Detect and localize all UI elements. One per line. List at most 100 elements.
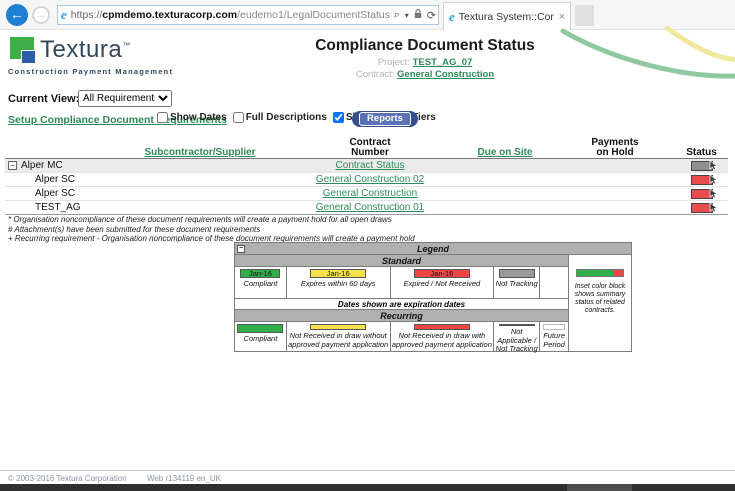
project-link[interactable]: TEST_AG_07 — [412, 57, 473, 68]
ie-logo-icon: e — [61, 7, 67, 22]
status-icon[interactable] — [690, 201, 718, 213]
footnote: + Recurring requirement - Organisation n… — [8, 234, 415, 243]
contract-link[interactable]: General Construction — [322, 188, 418, 199]
legend-header: − Legend — [235, 243, 631, 255]
version-text: Web r134119 en_UK — [146, 474, 221, 483]
url-path: /eudemo1/LegalDocumentStatus.psp?project… — [237, 9, 432, 21]
refresh-icon[interactable]: ⟳ — [426, 9, 436, 22]
trademark-symbol: ™ — [122, 41, 131, 50]
legend-chip-yellow: Jan-16 — [310, 269, 367, 278]
legend-cell: Not Received in draw with approved payme… — [391, 322, 495, 351]
full-descriptions-checkbox[interactable]: Full Descriptions — [232, 112, 327, 123]
reports-button[interactable]: Reports — [352, 111, 418, 127]
legend-recurring-header: Recurring — [235, 310, 568, 322]
back-button[interactable]: ← — [6, 4, 28, 26]
address-bar[interactable]: e https://cpmdemo.texturacorp.com/eudemo… — [57, 5, 439, 25]
page-title: Compliance Document Status — [315, 37, 535, 54]
legend-dates-note: Dates shown are expiration dates — [235, 299, 568, 310]
legend-cell: Not Tracking — [494, 267, 541, 298]
contract-link[interactable]: General Construction 01 — [315, 202, 425, 213]
header-contract-number: Contract Number — [349, 137, 391, 158]
legend-cell: Not Received in draw without approved pa… — [287, 322, 391, 351]
table-row[interactable]: Alper SC General Construction — [5, 187, 728, 201]
legend-standard-row: Jan-16 Compliant Jan-16 Expires within 6… — [235, 267, 568, 299]
legend-chip-green — [237, 324, 284, 333]
status-icon[interactable] — [690, 173, 718, 185]
legend-title: Legend — [416, 244, 449, 254]
header-due-on-site-link[interactable]: Due on Site — [477, 147, 533, 158]
table-header-row: Subcontractor/Supplier Contract Number Du… — [5, 137, 728, 159]
compliance-table: Subcontractor/Supplier Contract Number Du… — [5, 137, 728, 215]
browser-chrome: ← → e https://cpmdemo.texturacorp.com/eu… — [0, 0, 735, 30]
search-icon[interactable]: ⌕ — [393, 8, 400, 21]
footnotes: * Organisation noncompliance of these do… — [8, 215, 415, 244]
legend-chip-white — [543, 324, 566, 330]
subcontractor-name: Alper SC — [35, 188, 76, 199]
subcontractor-name: TEST_AG — [35, 202, 81, 213]
copyright-text: © 2003-2016 Textura Corporation — [8, 474, 127, 483]
status-icon[interactable] — [690, 187, 718, 199]
bottom-edge-bar — [0, 484, 735, 491]
legend-cell: Compliant — [235, 322, 287, 351]
show-all-sub-tiers-input[interactable] — [332, 112, 344, 123]
lock-icon — [414, 8, 422, 22]
logo-blue-square-icon — [21, 50, 36, 64]
legend-chip-green: Jan-16 — [240, 269, 281, 278]
url-host: cpmdemo.texturacorp.com — [102, 9, 238, 21]
inset-description: Inset color block shows summary status o… — [574, 283, 626, 314]
contract-status-link[interactable]: Contract Status — [335, 160, 405, 171]
table-row[interactable]: − Alper MC Contract Status — [5, 159, 728, 173]
show-dates-input[interactable] — [157, 112, 168, 123]
subcontractor-name: Alper SC — [35, 174, 76, 185]
cursor-icon — [709, 187, 718, 198]
full-descriptions-input[interactable] — [232, 112, 244, 123]
close-icon[interactable]: × — [558, 10, 565, 23]
legend-recurring-row: Compliant Not Received in draw without a… — [235, 322, 568, 353]
cursor-icon — [709, 159, 718, 170]
inset-color-block — [576, 269, 624, 277]
show-dates-checkbox[interactable]: Show Dates — [157, 112, 227, 123]
subcontractor-name: Alper MC — [21, 160, 63, 171]
tab-title: Textura System::Compliance ... — [458, 10, 554, 23]
contract-link[interactable]: General Construction — [397, 69, 495, 80]
header-payments-on-hold: Payments on Hold — [591, 137, 639, 158]
cursor-icon — [709, 201, 718, 212]
legend-cell: Future Period — [540, 322, 568, 351]
chevron-down-icon[interactable]: ▾ — [404, 10, 409, 20]
tab-favicon-icon: e — [449, 8, 455, 24]
legend-chip-red: Jan-16 — [413, 269, 470, 278]
legend-inset-panel: Inset color block shows summary status o… — [569, 255, 631, 351]
new-tab-button[interactable] — [575, 5, 594, 26]
legend-cell: Jan-16 Expired / Not Received — [391, 267, 495, 298]
legend-cell: Jan-16 Expires within 60 days — [287, 267, 391, 298]
status-icon[interactable] — [690, 159, 718, 171]
legend-cell: Not Applicable / Not Tracking — [494, 322, 541, 353]
reports-button-label: Reports — [359, 112, 411, 126]
project-label: Project: — [377, 57, 410, 68]
back-icon: ← — [10, 6, 24, 22]
legend: − Legend Standard Jan-16 Compliant Jan-1… — [234, 242, 632, 353]
cursor-icon — [709, 173, 718, 184]
footnote: # Attachment(s) have been submitted for … — [8, 224, 261, 234]
collapse-icon[interactable]: − — [8, 161, 17, 170]
logo-wordmark: Textura™ — [40, 36, 131, 63]
legend-chip-yellow — [310, 324, 367, 330]
collapse-icon[interactable]: − — [237, 245, 245, 253]
setup-requirements-link[interactable]: Setup Compliance Document Requirements — [8, 114, 227, 126]
contract-label: Contract: — [355, 69, 395, 80]
url-protocol: https:// — [70, 9, 103, 21]
legend-cell-empty — [540, 267, 568, 298]
table-row[interactable]: Alper SC General Construction 02 — [5, 173, 728, 187]
browser-tab[interactable]: e Textura System::Compliance ... × — [443, 2, 571, 30]
decorative-arcs — [560, 26, 735, 79]
header-status: Status — [686, 147, 717, 158]
table-row[interactable]: TEST_AG General Construction 01 — [5, 201, 728, 215]
header-subcontractor-link[interactable]: Subcontractor/Supplier — [144, 147, 256, 158]
show-dates-label: Show Dates — [170, 112, 227, 123]
forward-icon: → — [35, 9, 47, 21]
forward-button[interactable]: → — [32, 6, 50, 24]
contract-link[interactable]: General Construction 02 — [315, 174, 425, 185]
current-view-select[interactable]: All Requirements — [78, 90, 172, 107]
legend-chip-red — [413, 324, 470, 330]
legend-standard-header: Standard — [235, 255, 568, 267]
